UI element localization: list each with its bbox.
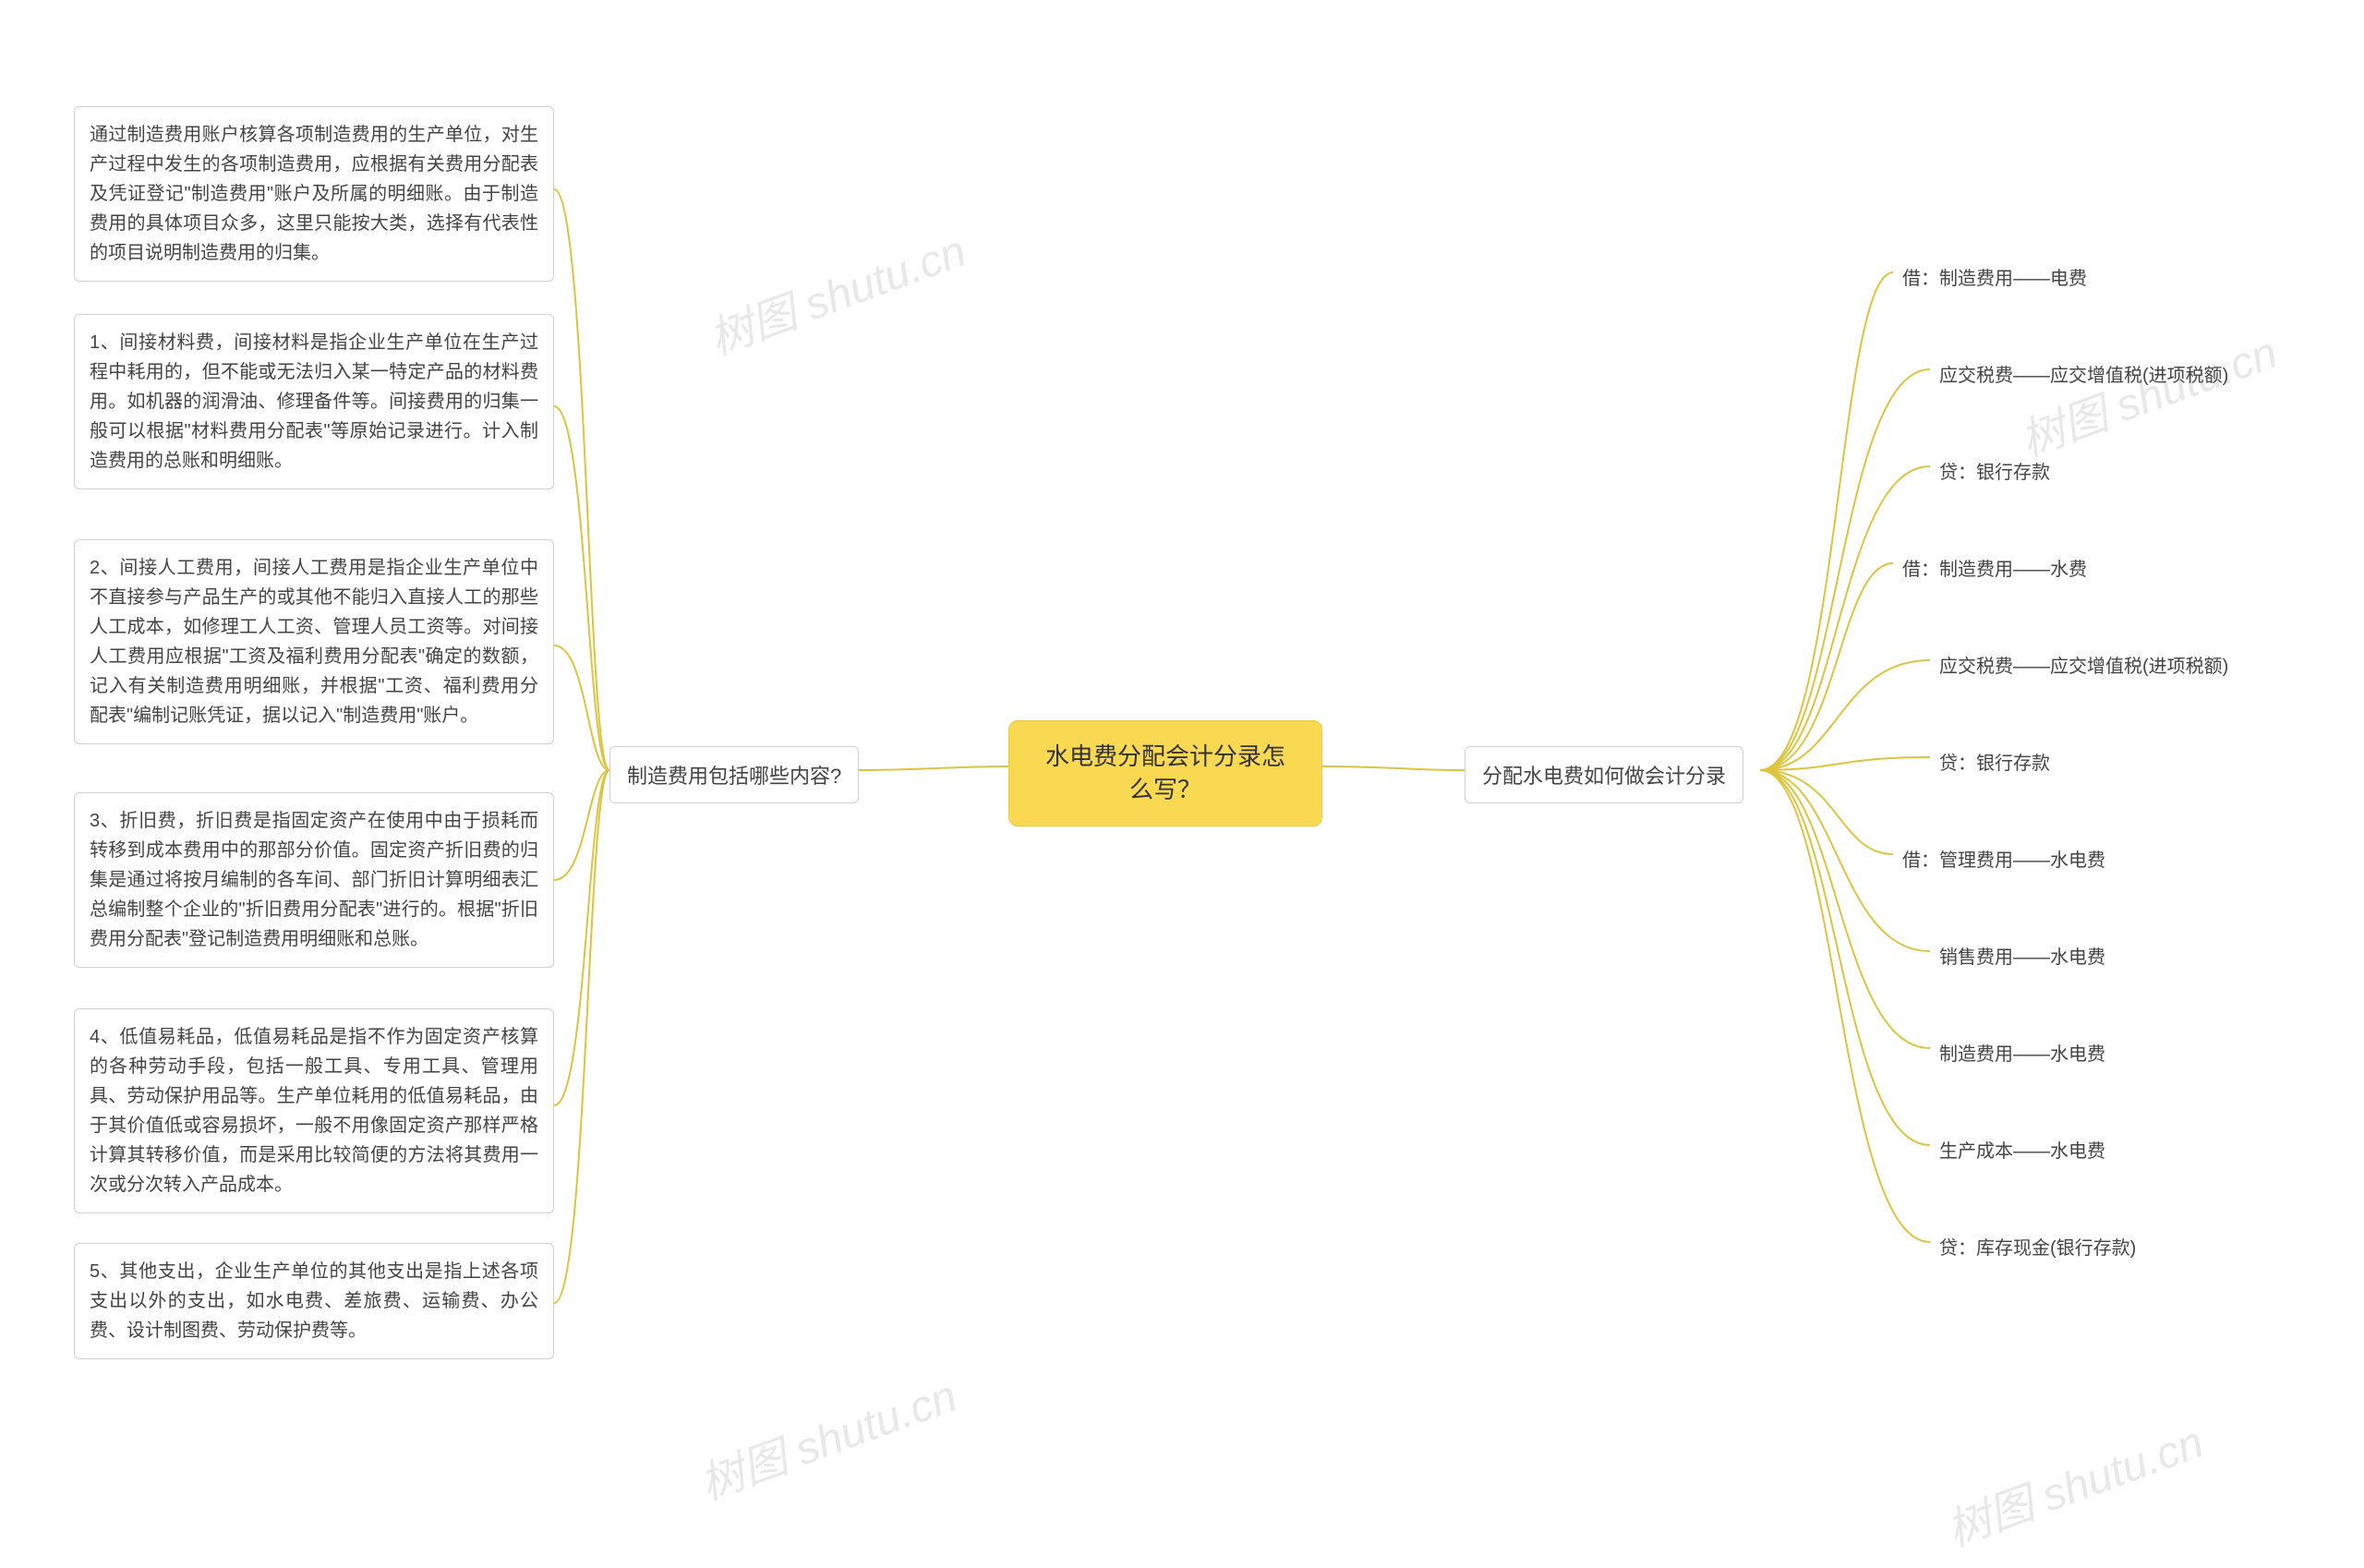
right-leaf-node[interactable]: 贷：库存现金(银行存款) (1939, 1233, 2136, 1260)
right-leaf-node[interactable]: 借：制造费用——电费 (1902, 263, 2087, 290)
right-leaf-node[interactable]: 生产成本——水电费 (1939, 1136, 2105, 1163)
mindmap-center-node[interactable]: 水电费分配会计分录怎么写？ (1008, 720, 1322, 826)
right-leaf-node[interactable]: 贷：银行存款 (1939, 457, 2050, 484)
watermark: 树图 shutu.cn (690, 1359, 964, 1512)
watermark: 树图 shutu.cn (1936, 1405, 2211, 1558)
left-leaf-node[interactable]: 1、间接材料费，间接材料是指企业生产单位在生产过程中耗用的，但不能或无法归入某一… (74, 314, 554, 489)
left-leaf-node[interactable]: 5、其他支出，企业生产单位的其他支出是指上述各项支出以外的支出，如水电费、差旅费… (74, 1243, 554, 1359)
left-leaf-node[interactable]: 3、折旧费，折旧费是指固定资产在使用中由于损耗而转移到成本费用中的那部分价值。固… (74, 792, 554, 968)
right-leaf-node[interactable]: 应交税费——应交增值税(进项税额) (1939, 651, 2228, 678)
watermark: 树图 shutu.cn (699, 214, 973, 367)
right-leaf-node[interactable]: 制造费用——水电费 (1939, 1039, 2105, 1066)
right-leaf-node[interactable]: 应交税费——应交增值税(进项税额) (1939, 360, 2228, 387)
watermark: 树图 shutu.cn (2010, 316, 2285, 468)
left-branch-node[interactable]: 制造费用包括哪些内容? (609, 746, 859, 803)
right-leaf-node[interactable]: 借：制造费用——水费 (1902, 554, 2087, 581)
right-branch-node[interactable]: 分配水电费如何做会计分录 (1465, 746, 1743, 803)
right-leaf-node[interactable]: 贷：银行存款 (1939, 748, 2050, 775)
left-leaf-node[interactable]: 通过制造费用账户核算各项制造费用的生产单位，对生产过程中发生的各项制造费用，应根… (74, 106, 554, 282)
left-leaf-node[interactable]: 4、低值易耗品，低值易耗品是指不作为固定资产核算的各种劳动手段，包括一般工具、专… (74, 1008, 554, 1213)
left-leaf-node[interactable]: 2、间接人工费用，间接人工费用是指企业生产单位中不直接参与产品生产的或其他不能归… (74, 539, 554, 744)
right-leaf-node[interactable]: 借：管理费用——水电费 (1902, 845, 2105, 872)
right-leaf-node[interactable]: 销售费用——水电费 (1939, 942, 2105, 969)
